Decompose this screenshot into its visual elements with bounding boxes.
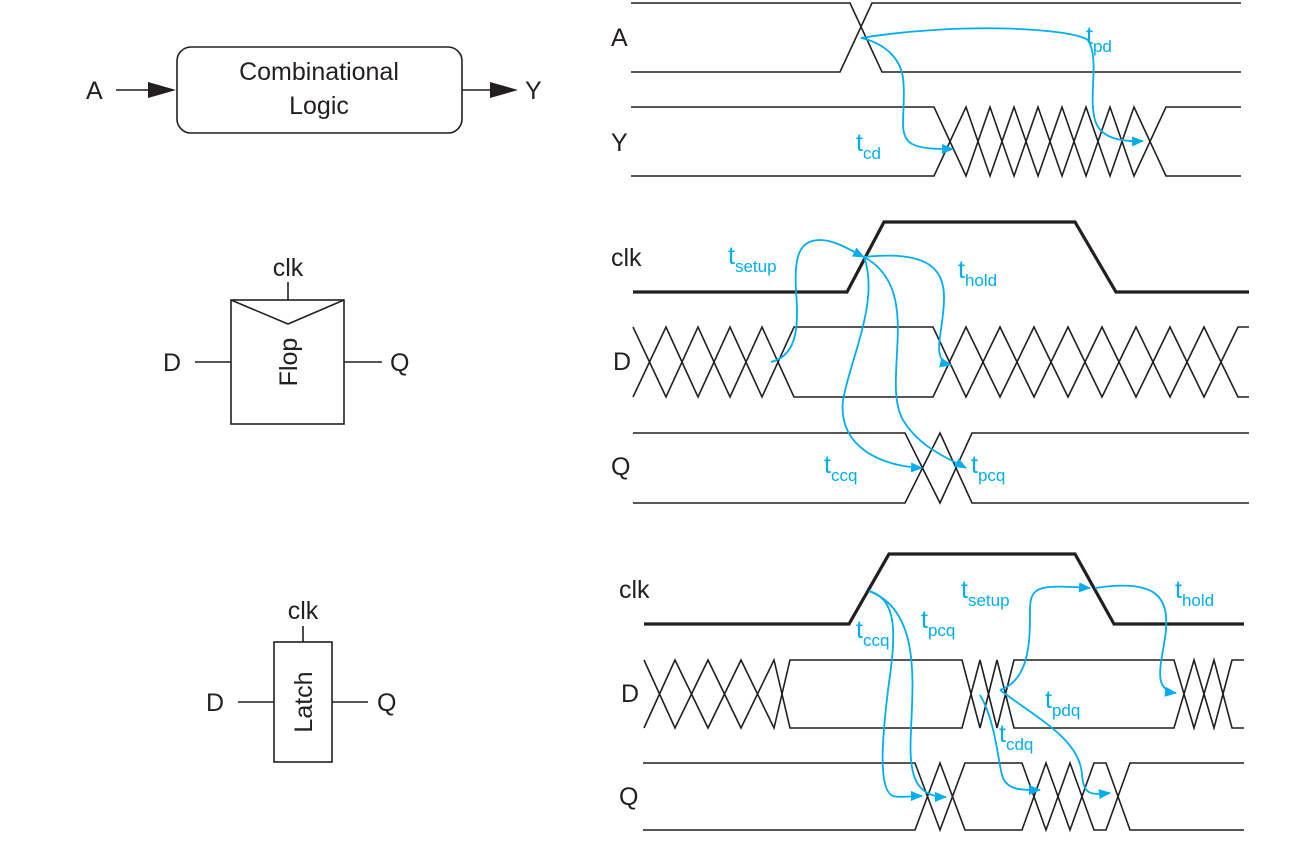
flop-q-label: Q — [390, 349, 409, 377]
flop-tpcq-arrow — [863, 256, 967, 469]
latch-tccq-label: tccq — [856, 616, 889, 650]
latch-box-label: Latch — [290, 671, 318, 732]
comb-y-waveform-lower — [631, 104, 1241, 179]
flop-d-label: D — [163, 349, 181, 377]
latch-tpdq-arrow — [999, 689, 1111, 800]
latch-q-label: Q — [377, 689, 396, 717]
latch-q-waveform-lower — [643, 760, 1244, 833]
comb-signal-a-name: A — [611, 24, 628, 52]
latch-tcdq-label: tcdq — [999, 720, 1033, 754]
latch-tccq-arrow — [868, 590, 923, 802]
comb-output-label: Y — [525, 77, 542, 105]
latch-tpcq-arrow — [868, 590, 947, 802]
latch-tsetup-arrow — [999, 582, 1091, 691]
flop-tsetup-arrow — [770, 239, 865, 363]
flop-clk-waveform — [633, 220, 1249, 294]
tcd-label: tcd — [856, 129, 881, 163]
latch-tcdq-arrow — [979, 694, 1041, 795]
latch-signal-clk-name: clk — [619, 576, 650, 604]
flop-thold-arrow — [863, 254, 952, 368]
flop-tccq-arrow — [841, 256, 923, 473]
latch-timing-arrows — [868, 582, 1177, 802]
flop-tpcq-label: tpcq — [971, 451, 1005, 485]
flop-tsetup-label: tsetup — [728, 242, 777, 276]
tpd-label: tpd — [1086, 22, 1112, 56]
latch-d-waveform-upper — [643, 657, 1244, 731]
latch-tpdq-label: tpdq — [1045, 686, 1080, 720]
flop-q-waveform-upper — [633, 432, 1249, 505]
latch-d-label: D — [206, 689, 224, 717]
flop-tccq-label: tccq — [824, 451, 857, 485]
comb-input-label: A — [86, 77, 103, 105]
latch-signal-q-name: Q — [619, 783, 638, 811]
flop-signal-d-name: D — [613, 348, 631, 376]
flop-d-waveform-lower — [632, 325, 1249, 399]
flop-box-label: Flop — [275, 338, 303, 387]
flop-signal-clk-name: clk — [611, 244, 642, 272]
latch-waveforms — [643, 552, 1244, 833]
flop-timing-arrows — [770, 239, 967, 473]
latch-tpcq-label: tpcq — [921, 606, 955, 640]
latch-clk-waveform — [644, 552, 1244, 626]
latch-signal-d-name: D — [621, 680, 639, 708]
tpd-arrow — [860, 27, 1144, 147]
flop-symbol: clk D Q Flop — [163, 254, 409, 425]
comb-timing-arrows — [860, 27, 1144, 154]
flop-thold-label: thold — [958, 256, 997, 290]
flop-d-waveform-upper — [632, 325, 1249, 399]
flop-clk-label: clk — [273, 254, 304, 282]
comb-input-arrowhead — [148, 82, 176, 98]
latch-d-waveform-lower — [643, 657, 1244, 731]
latch-clk-label: clk — [288, 597, 319, 625]
comb-output-arrowhead — [490, 82, 518, 98]
tcd-arrow — [860, 37, 954, 154]
comb-a-waveform-lower — [631, 2, 1241, 73]
combinational-logic-symbol: A Combinational Logic Y — [86, 46, 542, 134]
comb-a-waveform-upper — [631, 2, 1241, 73]
latch-q-waveform-upper — [643, 760, 1244, 833]
latch-thold-arrow — [1094, 584, 1177, 697]
latch-tsetup-label: tsetup — [961, 576, 1010, 610]
comb-box-line1: Combinational — [239, 58, 399, 86]
flop-clock-triangle-icon — [230, 299, 345, 325]
comb-box-line2: Logic — [289, 92, 349, 120]
flop-q-waveform-lower — [633, 431, 1249, 504]
latch-thold-label: thold — [1175, 576, 1214, 610]
flop-signal-q-name: Q — [611, 453, 630, 481]
comb-signal-y-name: Y — [611, 129, 628, 157]
latch-symbol: clk D Q Latch — [206, 597, 396, 763]
flop-waveforms — [632, 220, 1249, 505]
